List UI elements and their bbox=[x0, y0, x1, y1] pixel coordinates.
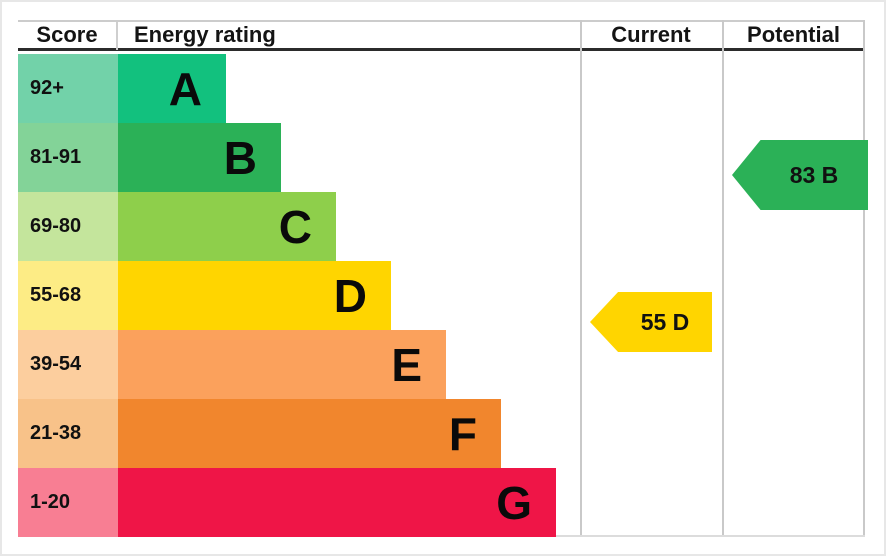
score-range-e: 39-54 bbox=[18, 330, 118, 399]
score-range-c: 69-80 bbox=[18, 192, 118, 261]
rating-bar-b: B bbox=[118, 123, 281, 192]
rating-bar-a: A bbox=[118, 54, 226, 123]
band-row-g: 1-20 G bbox=[18, 468, 865, 537]
band-row-a: 92+ A bbox=[18, 54, 865, 123]
rating-bar-d: D bbox=[118, 261, 391, 330]
score-range-a: 92+ bbox=[18, 54, 118, 123]
potential-rating-arrow: 83 B bbox=[732, 140, 868, 210]
header-energy-rating: Energy rating bbox=[134, 22, 276, 47]
current-rating-label: 55 D bbox=[640, 308, 690, 335]
rating-bar-g: G bbox=[118, 468, 556, 537]
rating-bar-f: F bbox=[118, 399, 501, 468]
band-row-b: 81-91 B bbox=[18, 123, 865, 192]
header-potential: Potential bbox=[747, 22, 840, 47]
header-current: Current bbox=[611, 22, 691, 47]
column-divider-potential bbox=[722, 20, 724, 535]
potential-rating-label: 83 B bbox=[789, 161, 839, 188]
band-row-d: 55-68 D bbox=[18, 261, 865, 330]
epc-table: Score Energy rating Current Potential 92… bbox=[18, 20, 868, 537]
band-rows: 92+ A 81-91 B 69-80 C 55-68 D 39-54 E 21-38 F 1-20 G bbox=[18, 54, 865, 537]
current-rating-arrow: 55 D bbox=[590, 292, 712, 352]
rating-bar-e: E bbox=[118, 330, 446, 399]
column-divider-current bbox=[580, 20, 582, 535]
score-range-b: 81-91 bbox=[18, 123, 118, 192]
score-range-f: 21-38 bbox=[18, 399, 118, 468]
band-row-c: 69-80 C bbox=[18, 192, 865, 261]
table-right-border bbox=[863, 20, 865, 535]
rating-bar-c: C bbox=[118, 192, 336, 261]
header-score: Score bbox=[18, 22, 118, 50]
band-row-f: 21-38 F bbox=[18, 399, 865, 468]
score-range-d: 55-68 bbox=[18, 261, 118, 330]
score-range-g: 1-20 bbox=[18, 468, 118, 537]
band-row-e: 39-54 E bbox=[18, 330, 865, 399]
table-header: Score Energy rating Current Potential bbox=[18, 20, 865, 51]
